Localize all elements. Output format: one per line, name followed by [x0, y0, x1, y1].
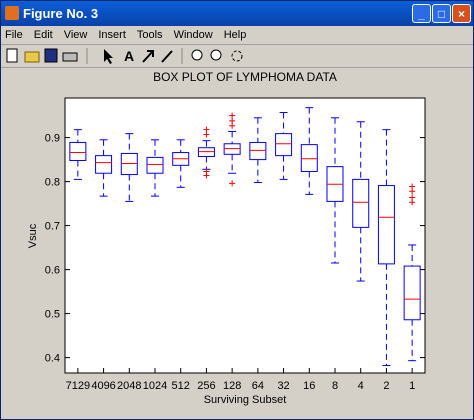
box: [69, 141, 87, 161]
x-axis-label: Surviving Subset: [204, 394, 287, 406]
save-icon[interactable]: [44, 48, 58, 63]
x-tick-label: 8: [332, 380, 338, 392]
new-icon[interactable]: [6, 48, 18, 63]
x-tick-label: 64: [252, 380, 264, 392]
x-tick-label: 512: [172, 380, 190, 392]
outlier: [409, 199, 416, 206]
x-tick-label: 16: [303, 380, 315, 392]
x-tick-label: 1: [409, 380, 415, 392]
outlier: [229, 112, 236, 119]
toolbar-icons: A: [6, 48, 243, 64]
toolbar: A: [1, 45, 473, 68]
y-tick-label: 0.8: [45, 177, 60, 189]
y-tick-label: 0.6: [45, 265, 60, 277]
app-icon: [5, 6, 19, 20]
y-axis-label: Vsuc: [27, 223, 39, 248]
line-icon[interactable]: [161, 50, 173, 63]
select-icon[interactable]: [104, 49, 113, 64]
x-tick-label: 1024: [143, 380, 167, 392]
title-bar: Figure No. 3 _ □ ×: [1, 1, 473, 26]
window-title: Figure No. 3: [23, 6, 99, 21]
x-tick-label: 4: [358, 380, 364, 392]
box: [377, 185, 395, 265]
zoom-in-icon[interactable]: [191, 49, 203, 61]
x-tick-label: 256: [197, 380, 215, 392]
arrow-icon[interactable]: [142, 50, 154, 63]
x-tick-label: 2048: [117, 380, 141, 392]
axes-box: [64, 97, 426, 374]
box: [146, 156, 164, 174]
menu-item[interactable]: Tools: [136, 29, 163, 41]
menu-item[interactable]: Help: [223, 29, 247, 41]
close-button[interactable]: ×: [452, 4, 471, 23]
menu-item[interactable]: Window: [173, 29, 213, 41]
x-tick-label: 128: [223, 380, 241, 392]
menu-item[interactable]: Insert: [98, 29, 126, 41]
minimize-button[interactable]: _: [412, 4, 431, 23]
chart: BOX PLOT OF LYMPHOMA DATA Surviving Subs…: [27, 70, 426, 406]
menu-item[interactable]: File: [5, 29, 23, 41]
box: [300, 144, 318, 172]
x-tick-label: 2: [383, 380, 389, 392]
x-tick-label: 7129: [66, 380, 90, 392]
rotate-icon[interactable]: [231, 50, 243, 62]
y-tick-label: 0.9: [45, 133, 60, 145]
print-icon[interactable]: [62, 52, 78, 62]
y-tick-label: 0.5: [45, 309, 60, 321]
outlier: [229, 122, 236, 129]
box: [275, 133, 293, 157]
zoom-out-icon[interactable]: [210, 49, 222, 61]
x-tick-label: 32: [277, 380, 289, 392]
maximize-button[interactable]: □: [432, 4, 451, 23]
box: [352, 178, 370, 228]
menu-item[interactable]: View: [63, 29, 88, 41]
outlier: [203, 131, 210, 138]
x-tick-label: 4096: [91, 380, 115, 392]
box: [403, 265, 421, 321]
box: [249, 141, 267, 161]
text-icon[interactable]: A: [124, 48, 134, 64]
outlier: [203, 172, 210, 179]
box: [95, 155, 113, 174]
menu-item[interactable]: Edit: [33, 29, 53, 41]
chart-title: BOX PLOT OF LYMPHOMA DATA: [153, 70, 337, 84]
outlier: [409, 188, 416, 195]
y-tick-label: 0.7: [45, 221, 60, 233]
y-tick-label: 0.4: [45, 353, 60, 365]
menu-bar: File Edit View Insert Tools Window Help: [1, 26, 473, 45]
open-icon[interactable]: [24, 51, 40, 63]
outlier: [229, 180, 236, 187]
